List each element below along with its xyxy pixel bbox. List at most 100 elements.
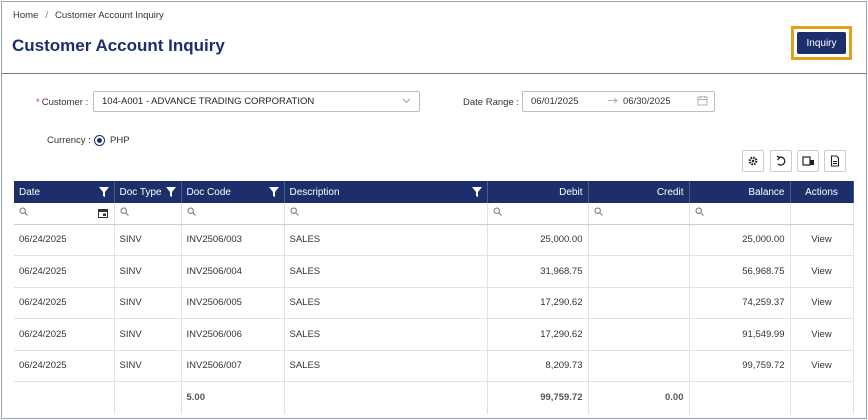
cell-description: SALES [284,350,488,382]
column-header-label: Doc Type [119,186,162,198]
table-footer-row: 5.00 99,759.72 0.00 [14,381,854,414]
cell-description: SALES [284,224,488,256]
doc-code-link[interactable]: INV2506/004 [181,255,285,288]
footer-cell [14,381,115,414]
arrow-right-icon [607,96,619,108]
date-from-input[interactable]: 06/01/2025 [531,96,579,107]
currency-value: PHP [110,135,130,146]
doc-code-link[interactable]: INV2506/005 [181,287,285,319]
balance-filter-input[interactable] [689,203,791,225]
customer-label-text: Customer : [41,97,89,108]
view-link[interactable]: View [790,318,854,351]
footer-cell [284,381,488,414]
cell-date: 06/24/2025 [14,255,115,288]
date-to-input[interactable]: 06/30/2025 [623,96,671,107]
view-link[interactable]: View [790,224,854,256]
cell-date: 06/24/2025 [14,287,115,319]
column-header-credit[interactable]: Credit [588,181,690,203]
debit-link[interactable]: 8,209.73 [487,350,589,382]
filter-icon[interactable] [165,187,176,200]
doc-code-filter-input[interactable] [181,203,285,225]
table-row[interactable]: 06/24/2025 SINV INV2506/004 SALES 31,968… [14,255,854,288]
footer-cell [790,381,854,414]
debit-filter-input[interactable] [487,203,589,225]
credit-filter-input[interactable] [588,203,690,225]
cell-doc-type: SINV [114,287,182,319]
breadcrumb-home[interactable]: Home [13,10,39,21]
customer-select[interactable]: 104-A001 - ADVANCE TRADING CORPORATION [93,91,420,112]
view-link[interactable]: View [790,287,854,319]
cell-description: SALES [284,287,488,319]
search-icon [594,207,603,219]
doc-code-link[interactable]: INV2506/007 [181,350,285,382]
cell-balance: 25,000.00 [689,224,791,256]
inquiry-button-highlight: Inquiry [791,26,852,60]
table-row[interactable]: 06/24/2025 SINV INV2506/006 SALES 17,290… [14,318,854,351]
undo-icon[interactable] [770,150,792,172]
cell-description: SALES [284,255,488,288]
column-header-debit[interactable]: Debit [487,181,589,203]
export-icon[interactable] [824,150,846,172]
filter-icon[interactable] [268,187,279,200]
cell-doc-type: SINV [114,224,182,256]
breadcrumb-separator: / [45,10,48,21]
calendar-icon[interactable] [97,208,108,221]
filter-icon[interactable] [471,187,482,200]
cell-balance: 74,259.37 [689,287,791,319]
table-row[interactable]: 06/24/2025 SINV INV2506/005 SALES 17,290… [14,287,854,319]
column-header-actions: Actions [790,181,854,203]
calendar-icon[interactable] [697,95,708,109]
cell-doc-type: SINV [114,255,182,288]
cell-doc-type: SINV [114,350,182,382]
footer-cell [114,381,182,414]
page-header: Home / Customer Account Inquiry Customer A… [2,2,866,74]
currency-label: Currency : [47,135,91,146]
debit-link[interactable]: 17,290.62 [487,318,589,351]
footer-cell [689,381,791,414]
breadcrumb: Home / Customer Account Inquiry [13,10,164,21]
cell-balance: 91,549.99 [689,318,791,351]
debit-link[interactable]: 25,000.00 [487,224,589,256]
cell-balance: 99,759.72 [689,350,791,382]
date-range-picker[interactable]: 06/01/2025 06/30/2025 [522,91,715,112]
description-filter-input[interactable] [284,203,488,225]
column-header-doc-type[interactable]: Doc Type [114,181,182,203]
actions-filter-cell [790,203,854,225]
footer-debit-total: 99,759.72 [487,381,589,414]
cell-balance: 56,968.75 [689,255,791,288]
date-range-label: Date Range : [463,97,519,108]
breadcrumb-current: Customer Account Inquiry [54,10,164,21]
chevron-down-icon [401,95,412,109]
view-link[interactable]: View [790,255,854,288]
cell-credit [588,350,690,382]
column-header-balance[interactable]: Balance [689,181,791,203]
column-header-label: Date [19,186,41,198]
search-icon [695,207,704,219]
customer-label: * Customer : [36,97,88,108]
column-header-description[interactable]: Description [284,181,488,203]
doc-code-link[interactable]: INV2506/006 [181,318,285,351]
table-row[interactable]: 06/24/2025 SINV INV2506/003 SALES 25,000… [14,224,854,256]
cell-date: 06/24/2025 [14,350,115,382]
column-header-doc-code[interactable]: Doc Code [181,181,285,203]
gear-icon[interactable] [742,150,764,172]
currency-radio[interactable] [94,135,105,146]
debit-link[interactable]: 17,290.62 [487,287,589,319]
doc-code-link[interactable]: INV2506/003 [181,224,285,256]
cell-credit [588,318,690,351]
search-icon [187,207,196,219]
inquiry-button[interactable]: Inquiry [797,32,846,54]
doc-type-filter-input[interactable] [114,203,182,225]
required-marker: * [36,97,40,108]
page-title: Customer Account Inquiry [12,36,225,55]
filter-icon[interactable] [98,187,109,200]
footer-credit-total: 0.00 [588,381,690,414]
debit-link[interactable]: 31,968.75 [487,255,589,288]
view-link[interactable]: View [790,350,854,382]
table-row[interactable]: 06/24/2025 SINV INV2506/007 SALES 8,209.… [14,350,854,382]
columns-icon[interactable] [797,150,819,172]
filter-row [14,203,854,225]
column-header-date[interactable]: Date [14,181,115,203]
date-filter-input[interactable] [14,203,115,225]
